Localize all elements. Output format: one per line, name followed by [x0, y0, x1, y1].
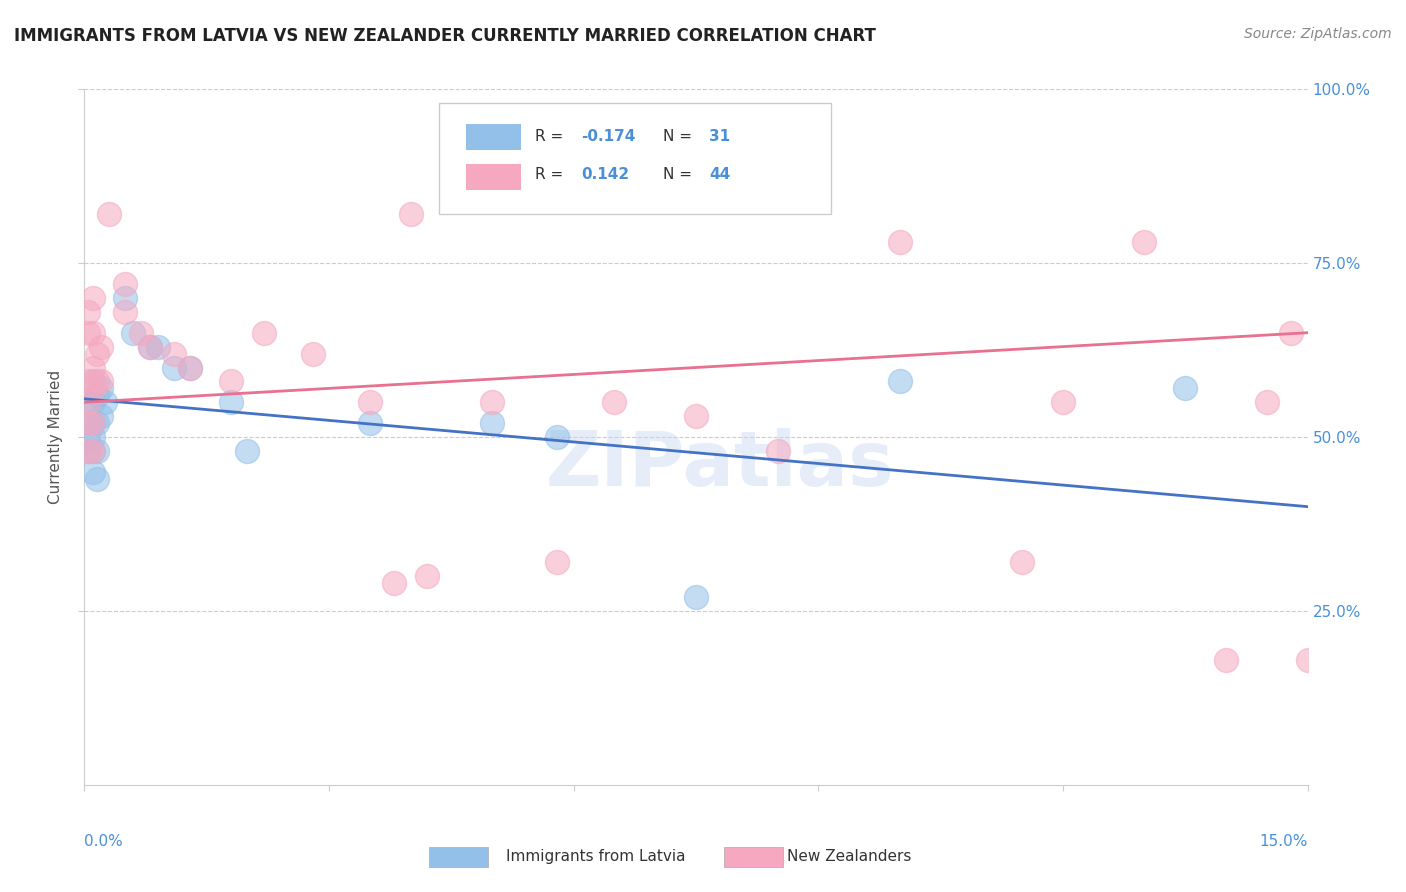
Point [82, 444, 104, 458]
Point [138, 340, 160, 354]
Point [359, 416, 381, 430]
Point [77, 395, 100, 409]
FancyBboxPatch shape [465, 163, 522, 190]
Point [82, 381, 104, 395]
Point [179, 360, 201, 375]
Text: Immigrants from Latvia: Immigrants from Latvia [506, 849, 686, 863]
Point [82, 465, 104, 479]
Point [163, 360, 186, 375]
Point [138, 340, 160, 354]
Text: 0.0%: 0.0% [84, 834, 124, 849]
Point [77, 444, 100, 458]
Text: New Zealanders: New Zealanders [787, 849, 911, 863]
Point [219, 375, 242, 389]
Point [90, 340, 112, 354]
Point [86, 346, 108, 360]
Text: 44: 44 [710, 168, 731, 182]
Point [93, 395, 117, 409]
Point [86, 416, 108, 430]
Point [685, 590, 707, 604]
Text: ZIPatlas: ZIPatlas [546, 428, 894, 502]
Point [685, 409, 707, 424]
Point [82, 416, 104, 430]
Point [481, 395, 503, 409]
Point [889, 235, 911, 250]
Text: N =: N = [664, 129, 697, 144]
Point [219, 395, 242, 409]
Text: 31: 31 [710, 129, 731, 144]
Text: 15.0%: 15.0% [1260, 834, 1308, 849]
Point [82, 375, 104, 389]
Point [236, 444, 259, 458]
Point [399, 207, 422, 221]
Point [1174, 381, 1197, 395]
Point [114, 291, 136, 305]
Point [86, 375, 108, 389]
Point [359, 395, 381, 409]
Point [82, 395, 104, 409]
Point [253, 326, 276, 340]
Point [114, 305, 136, 319]
Point [77, 430, 100, 444]
Text: IMMIGRANTS FROM LATVIA VS NEW ZEALANDER CURRENTLY MARRIED CORRELATION CHART: IMMIGRANTS FROM LATVIA VS NEW ZEALANDER … [14, 27, 876, 45]
Point [77, 326, 100, 340]
Point [1052, 395, 1074, 409]
FancyBboxPatch shape [439, 103, 831, 214]
Point [77, 395, 100, 409]
Point [86, 388, 108, 402]
Point [481, 416, 503, 430]
Point [1133, 235, 1156, 250]
Point [86, 472, 108, 486]
Point [301, 346, 323, 360]
Point [416, 569, 439, 583]
Point [131, 326, 153, 340]
Point [603, 395, 626, 409]
Point [90, 409, 112, 424]
Point [90, 381, 112, 395]
Point [1296, 653, 1319, 667]
Point [114, 277, 136, 291]
Text: 0.142: 0.142 [581, 168, 628, 182]
Point [77, 416, 100, 430]
Point [179, 360, 201, 375]
Text: Source: ZipAtlas.com: Source: ZipAtlas.com [1244, 27, 1392, 41]
Point [1215, 653, 1237, 667]
Point [382, 576, 405, 591]
Point [90, 375, 112, 389]
Point [146, 340, 169, 354]
Point [77, 375, 100, 389]
Point [546, 555, 568, 569]
Point [546, 430, 568, 444]
Point [1011, 555, 1033, 569]
Text: R =: R = [534, 168, 568, 182]
Text: R =: R = [534, 129, 568, 144]
Point [77, 444, 100, 458]
Point [86, 444, 108, 458]
Point [82, 291, 104, 305]
Point [1256, 395, 1278, 409]
Point [77, 305, 100, 319]
Point [82, 444, 104, 458]
Point [97, 207, 120, 221]
Point [766, 444, 789, 458]
Point [82, 430, 104, 444]
Point [1279, 326, 1302, 340]
Y-axis label: Currently Married: Currently Married [48, 370, 63, 504]
Point [82, 326, 104, 340]
Point [163, 346, 186, 360]
Point [82, 416, 104, 430]
Point [82, 360, 104, 375]
Point [889, 375, 911, 389]
Point [77, 416, 100, 430]
FancyBboxPatch shape [465, 124, 522, 151]
Text: -0.174: -0.174 [581, 129, 636, 144]
Point [122, 326, 145, 340]
Text: N =: N = [664, 168, 697, 182]
